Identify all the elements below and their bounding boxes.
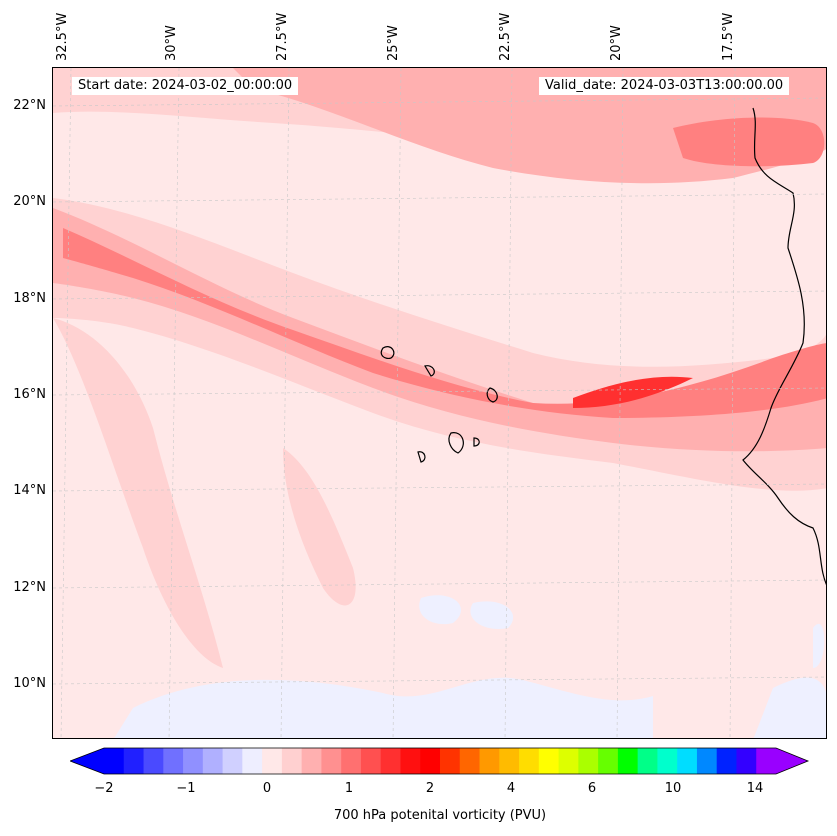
colorbar-segment: [281, 748, 303, 774]
colorbar-segment: [617, 748, 639, 774]
lat-label: 10°N: [13, 676, 46, 691]
lat-label: 16°N: [13, 387, 46, 402]
colorbar-extend-high: [776, 748, 808, 774]
moderate-pv-areas: [53, 68, 826, 452]
colorbar-segment: [104, 748, 125, 774]
colorbar-segment: [696, 748, 718, 774]
lon-label: 25°W: [386, 25, 401, 61]
valid-date-label: Valid_date: 2024-03-03T13:00:00.00: [539, 77, 790, 95]
colorbar-segment: [400, 748, 421, 774]
graticule: [53, 68, 826, 738]
colorbar: [70, 747, 810, 775]
colorbar-segment: [222, 748, 243, 774]
colorbar-segment: [716, 748, 737, 774]
start-date-label: Start date: 2024-03-02_00:00:00: [72, 77, 299, 95]
colorbar-tick-label: 10: [664, 781, 682, 796]
colorbar-segment: [598, 748, 619, 774]
coastlines: [380, 107, 826, 585]
colorbar-segment: [380, 748, 401, 774]
colorbar-segment: [360, 748, 382, 774]
colorbar-tick-label: 6: [587, 781, 597, 796]
lon-label: 17.5°W: [721, 12, 736, 61]
colorbar-segment: [242, 748, 263, 774]
colorbar-segment: [677, 748, 698, 774]
colorbar-extend-low: [70, 748, 104, 774]
peak-pv-areas: [573, 376, 693, 408]
lon-label: 27.5°W: [275, 12, 290, 61]
negative-pv-areas: [114, 595, 826, 738]
lon-label: 32.5°W: [55, 12, 70, 61]
colorbar-segment: [143, 748, 164, 774]
colorbar-segment: [459, 748, 481, 774]
pv-field-map: [53, 68, 826, 738]
colorbar-tick-label: −1: [176, 781, 196, 796]
colorbar-tick-label: 14: [746, 781, 764, 796]
colorbar-segment: [202, 748, 224, 774]
colorbar-segment: [262, 748, 283, 774]
colorbar-segment: [123, 748, 145, 774]
colorbar-segment: [637, 748, 658, 774]
lat-label: 12°N: [13, 580, 46, 595]
colorbar-segment: [183, 748, 204, 774]
colorbar-tick-label: 2: [425, 781, 435, 796]
lon-label: 22.5°W: [498, 12, 513, 61]
colorbar-tick-label: 0: [262, 781, 272, 796]
colorbar-segment: [341, 748, 362, 774]
colorbar-segment: [538, 748, 560, 774]
colorbar-segment: [756, 748, 777, 774]
colorbar-segment: [301, 748, 322, 774]
colorbar-segment: [163, 748, 184, 774]
lon-label: 20°W: [609, 25, 624, 61]
lat-label: 20°N: [13, 194, 46, 209]
strong-pv-areas: [63, 117, 826, 418]
lat-label: 22°N: [13, 98, 46, 113]
lat-label: 14°N: [13, 483, 46, 498]
colorbar-segment: [736, 748, 757, 774]
colorbar-segment: [420, 748, 441, 774]
colorbar-segment: [440, 748, 461, 774]
colorbar-segment: [578, 748, 599, 774]
lat-label: 18°N: [13, 291, 46, 306]
colorbar-tick-label: 4: [506, 781, 516, 796]
colorbar-segment: [657, 748, 678, 774]
colorbar-segment: [479, 748, 500, 774]
colorbar-segment: [519, 748, 540, 774]
colorbar-tick-label: 1: [344, 781, 354, 796]
colorbar-segment: [321, 748, 342, 774]
colorbar-tick-label: −2: [94, 781, 114, 796]
colorbar-label: 700 hPa potenital vorticity (PVU): [333, 808, 547, 823]
colorbar-outline: [70, 747, 810, 775]
colorbar-segment: [499, 748, 520, 774]
map-panel[interactable]: [52, 67, 827, 739]
colorbar-segment: [558, 748, 579, 774]
lon-label: 30°W: [164, 25, 179, 61]
